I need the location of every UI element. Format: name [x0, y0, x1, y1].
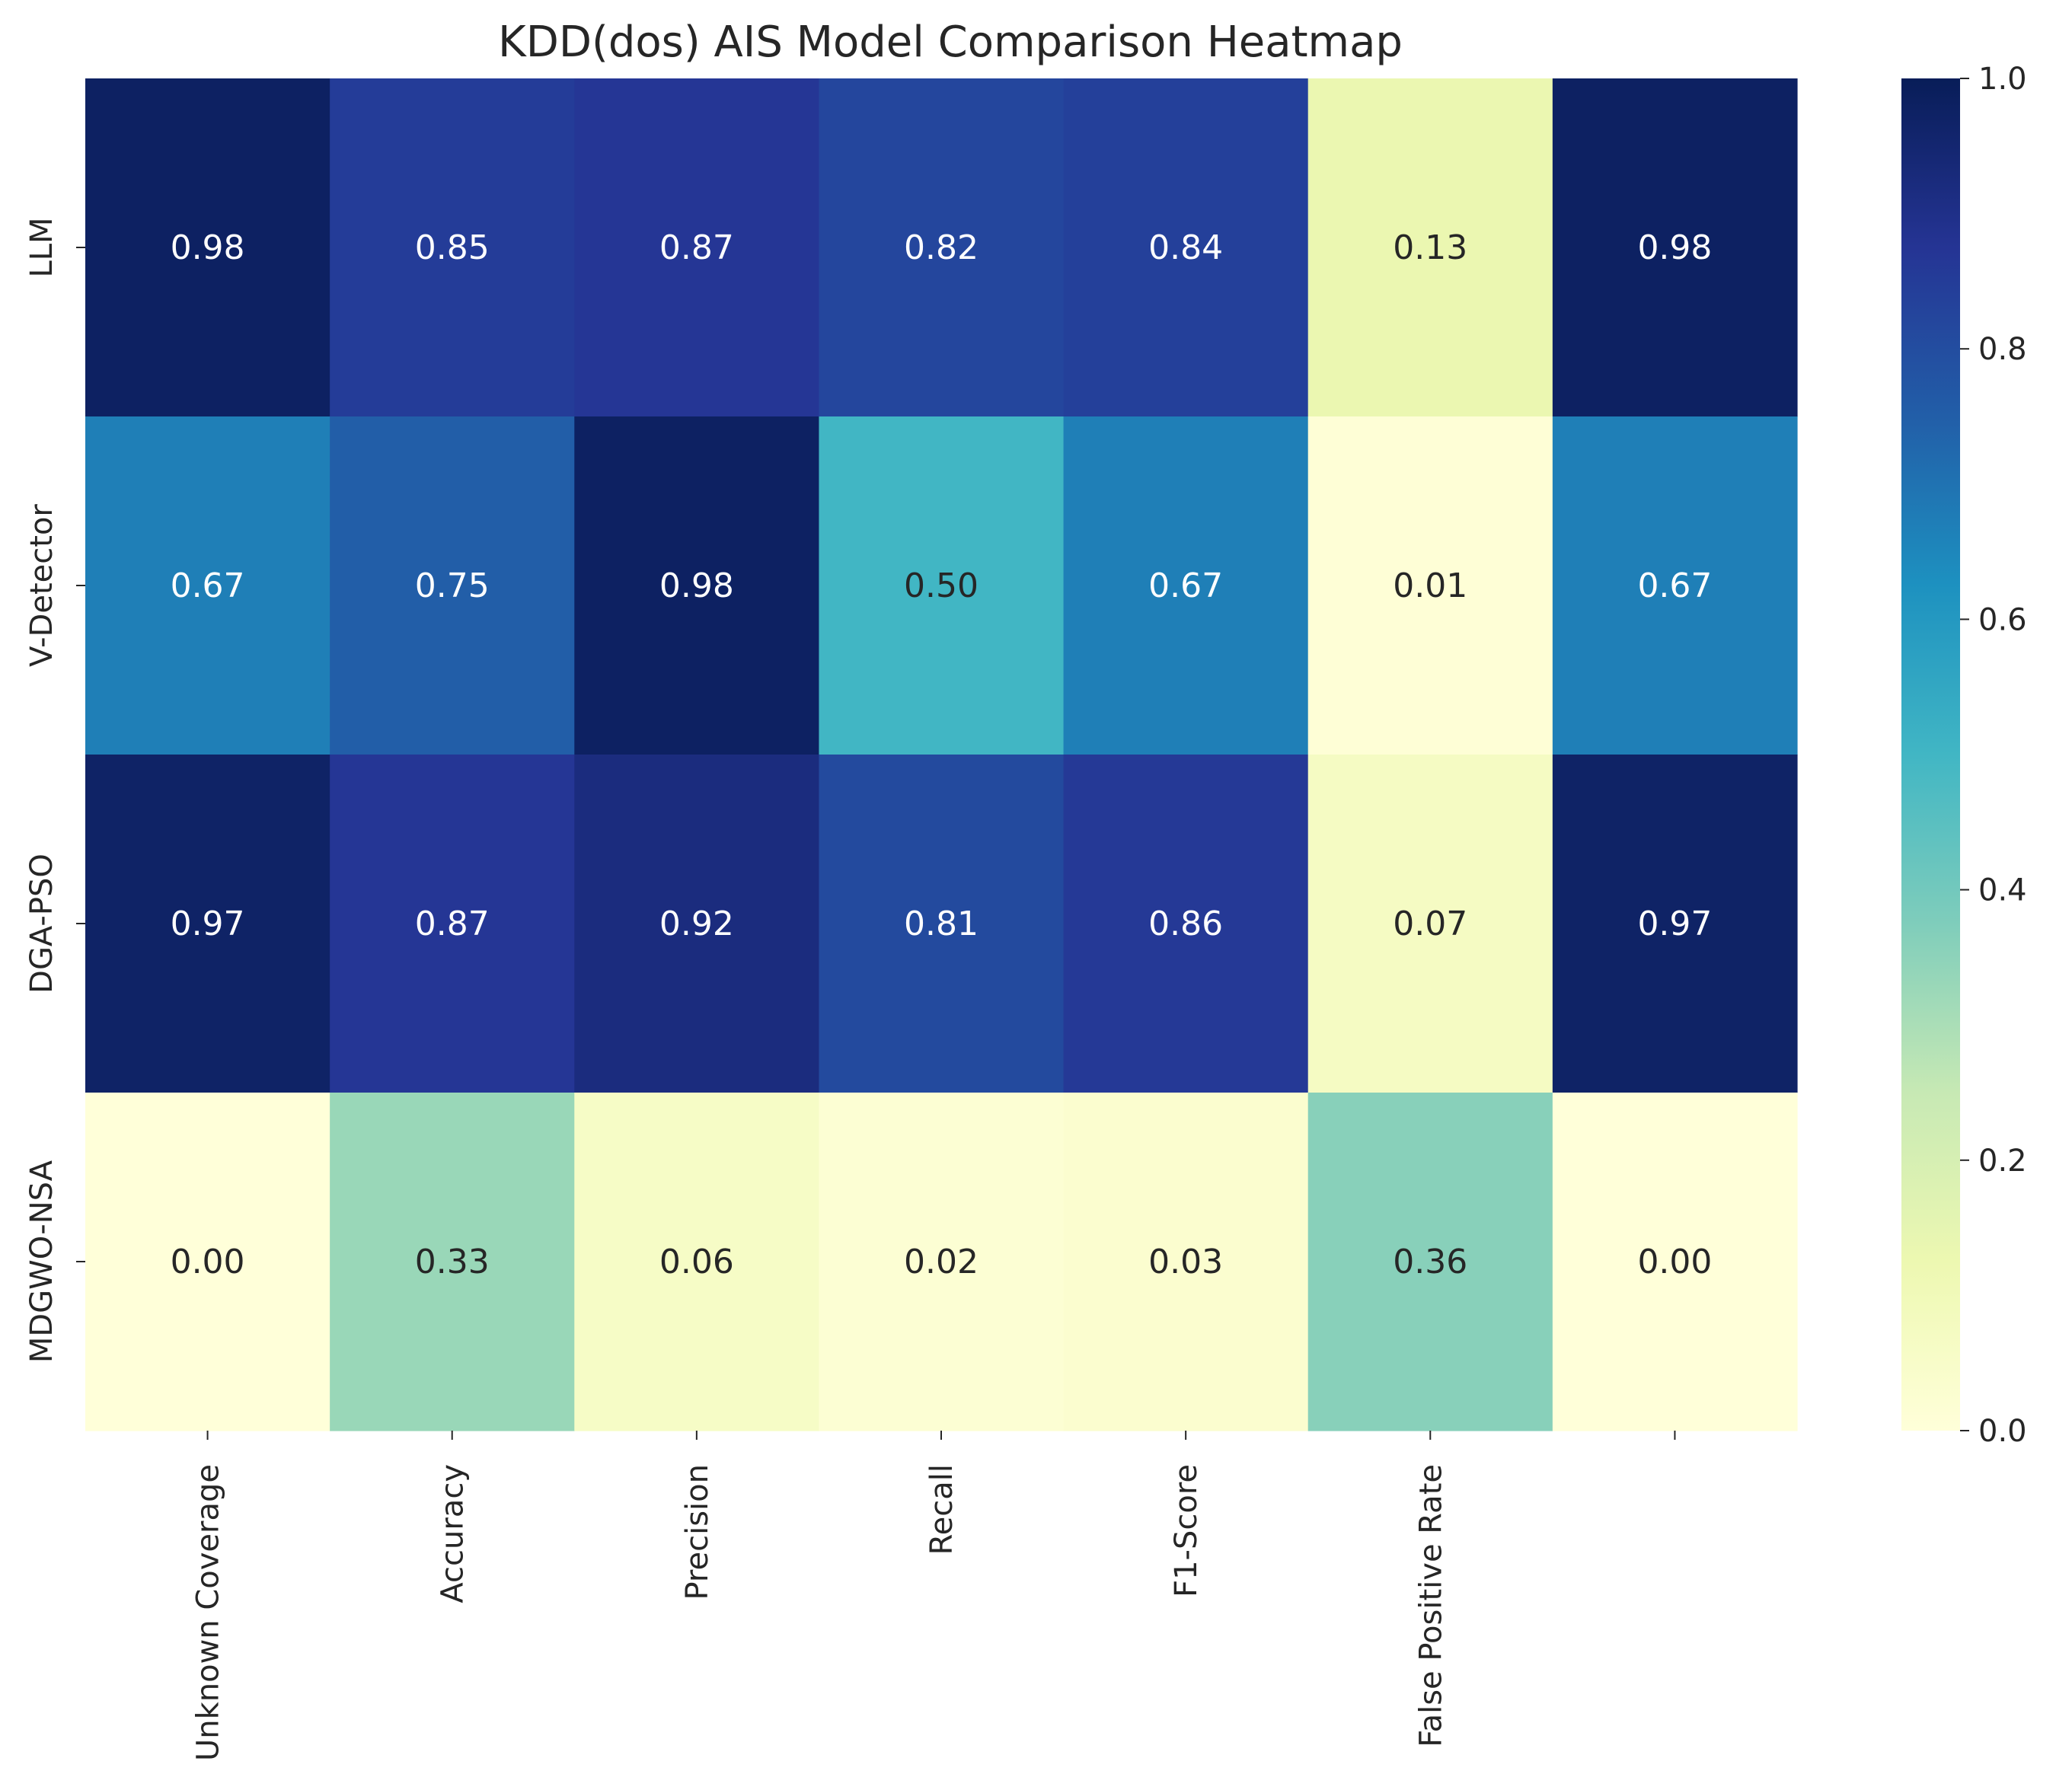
colorbar-tick-label: 0.6: [1978, 602, 2027, 637]
cell-value-label: 0.81: [904, 905, 979, 943]
heatmap-cell: [1552, 755, 1798, 1093]
heatmap-cell: [1063, 416, 1309, 755]
heatmap-cell: [819, 1093, 1065, 1431]
colorbar-tick-label: 0.4: [1978, 873, 2027, 908]
heatmap-cell: [819, 755, 1065, 1093]
heatmap-cell: [1307, 78, 1553, 417]
colorbar-tick-label: 0.0: [1978, 1414, 2027, 1449]
cell-value-label: 0.98: [171, 228, 245, 267]
cell-value-label: 0.03: [1148, 1243, 1223, 1281]
row-labels: LLM V-Detector DGA-PSO MDGWO-NSA: [24, 217, 85, 1363]
cell-value-label: 0.84: [1148, 228, 1223, 267]
cell-value-label: 0.02: [904, 1243, 979, 1281]
heatmap-cell: [1307, 416, 1553, 755]
heatmap-cell: [85, 755, 330, 1093]
row-label: DGA-PSO: [24, 854, 59, 994]
colorbar-tick-label: 0.8: [1978, 332, 2027, 367]
colorbar: [1901, 78, 1960, 1431]
column-label: Unknown Coverage: [191, 1464, 226, 1761]
row-label: V-Detector: [24, 504, 59, 667]
cell-value-label: 0.86: [1148, 905, 1223, 943]
row-label: MDGWO-NSA: [24, 1160, 59, 1363]
heatmap-cell: [574, 755, 820, 1093]
heatmap-cell: [330, 755, 575, 1093]
heatmap-cell: [1307, 755, 1553, 1093]
heatmap-cell: [330, 78, 575, 417]
cell-value-label: 0.98: [1637, 228, 1712, 267]
heatmap-cell: [1552, 78, 1798, 417]
cell-value-label: 0.06: [659, 1243, 734, 1281]
cell-value-label: 0.36: [1393, 1243, 1467, 1281]
heatmap-cell: [819, 78, 1065, 417]
column-labels: Unknown Coverage Accuracy Precision Recall F…: [191, 1431, 1676, 1761]
cell-value-label: 0.50: [904, 566, 979, 605]
heatmap-cell: [574, 1093, 820, 1431]
heatmap-cell-labels: 0.98 0.85 0.87 0.82 0.84 0.13 0.98 0.67 0.75 0.98…: [171, 228, 1713, 1281]
heatmap-cell: [85, 1093, 330, 1431]
cell-value-label: 0.67: [171, 566, 245, 605]
heatmap-cell: [85, 78, 330, 417]
cell-value-label: 0.07: [1393, 905, 1467, 943]
cell-value-label: 0.75: [415, 566, 490, 605]
heatmap-cell: [1552, 1093, 1798, 1431]
cell-value-label: 0.97: [171, 905, 245, 943]
heatmap-cell: [1063, 1093, 1309, 1431]
cell-value-label: 0.92: [659, 905, 734, 943]
heatmap-cell: [574, 416, 820, 755]
colorbar-ticks: 0.0 0.2 0.4 0.6 0.8 1.0: [1960, 62, 2027, 1449]
cell-value-label: 0.87: [415, 905, 490, 943]
heatmap-cell: [85, 416, 330, 755]
heatmap-cell: [819, 416, 1065, 755]
cell-value-label: 0.33: [415, 1243, 490, 1281]
column-label: Accuracy: [436, 1464, 471, 1603]
heatmap-cell: [330, 1093, 575, 1431]
heatmap-cell: [1552, 416, 1798, 755]
column-label: Precision: [680, 1464, 715, 1600]
heatmap-cell: [574, 78, 820, 417]
column-label: False Positive Rate: [1413, 1464, 1448, 1747]
cell-value-label: 0.00: [171, 1243, 245, 1281]
column-label: Recall: [924, 1464, 959, 1555]
cell-value-label: 0.13: [1393, 228, 1467, 267]
row-label: LLM: [24, 217, 59, 277]
cell-value-label: 0.97: [1637, 905, 1712, 943]
cell-value-label: 0.67: [1637, 566, 1712, 605]
colorbar-tick-label: 0.2: [1978, 1144, 2027, 1179]
cell-value-label: 0.87: [659, 228, 734, 267]
cell-value-label: 0.00: [1637, 1243, 1712, 1281]
heatmap-cell: [330, 416, 575, 755]
heatmap-cell: [1307, 1093, 1553, 1431]
cell-value-label: 0.85: [415, 228, 490, 267]
cell-value-label: 0.67: [1148, 566, 1223, 605]
heatmap-cells: [85, 78, 1798, 1431]
cell-value-label: 0.82: [904, 228, 979, 267]
heatmap-cell: [1063, 78, 1309, 417]
heatmap-cell: [1063, 755, 1309, 1093]
column-label: F1-Score: [1169, 1464, 1204, 1597]
cell-value-label: 0.98: [659, 566, 734, 605]
colorbar-tick-label: 1.0: [1978, 62, 2027, 97]
cell-value-label: 0.01: [1393, 566, 1467, 605]
chart-title: KDD(dos) AIS Model Comparison Heatmap: [498, 18, 1403, 67]
